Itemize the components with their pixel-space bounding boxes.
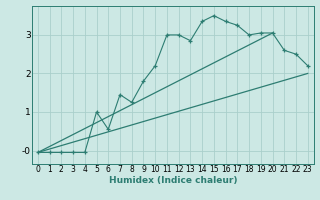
X-axis label: Humidex (Indice chaleur): Humidex (Indice chaleur) bbox=[108, 176, 237, 185]
